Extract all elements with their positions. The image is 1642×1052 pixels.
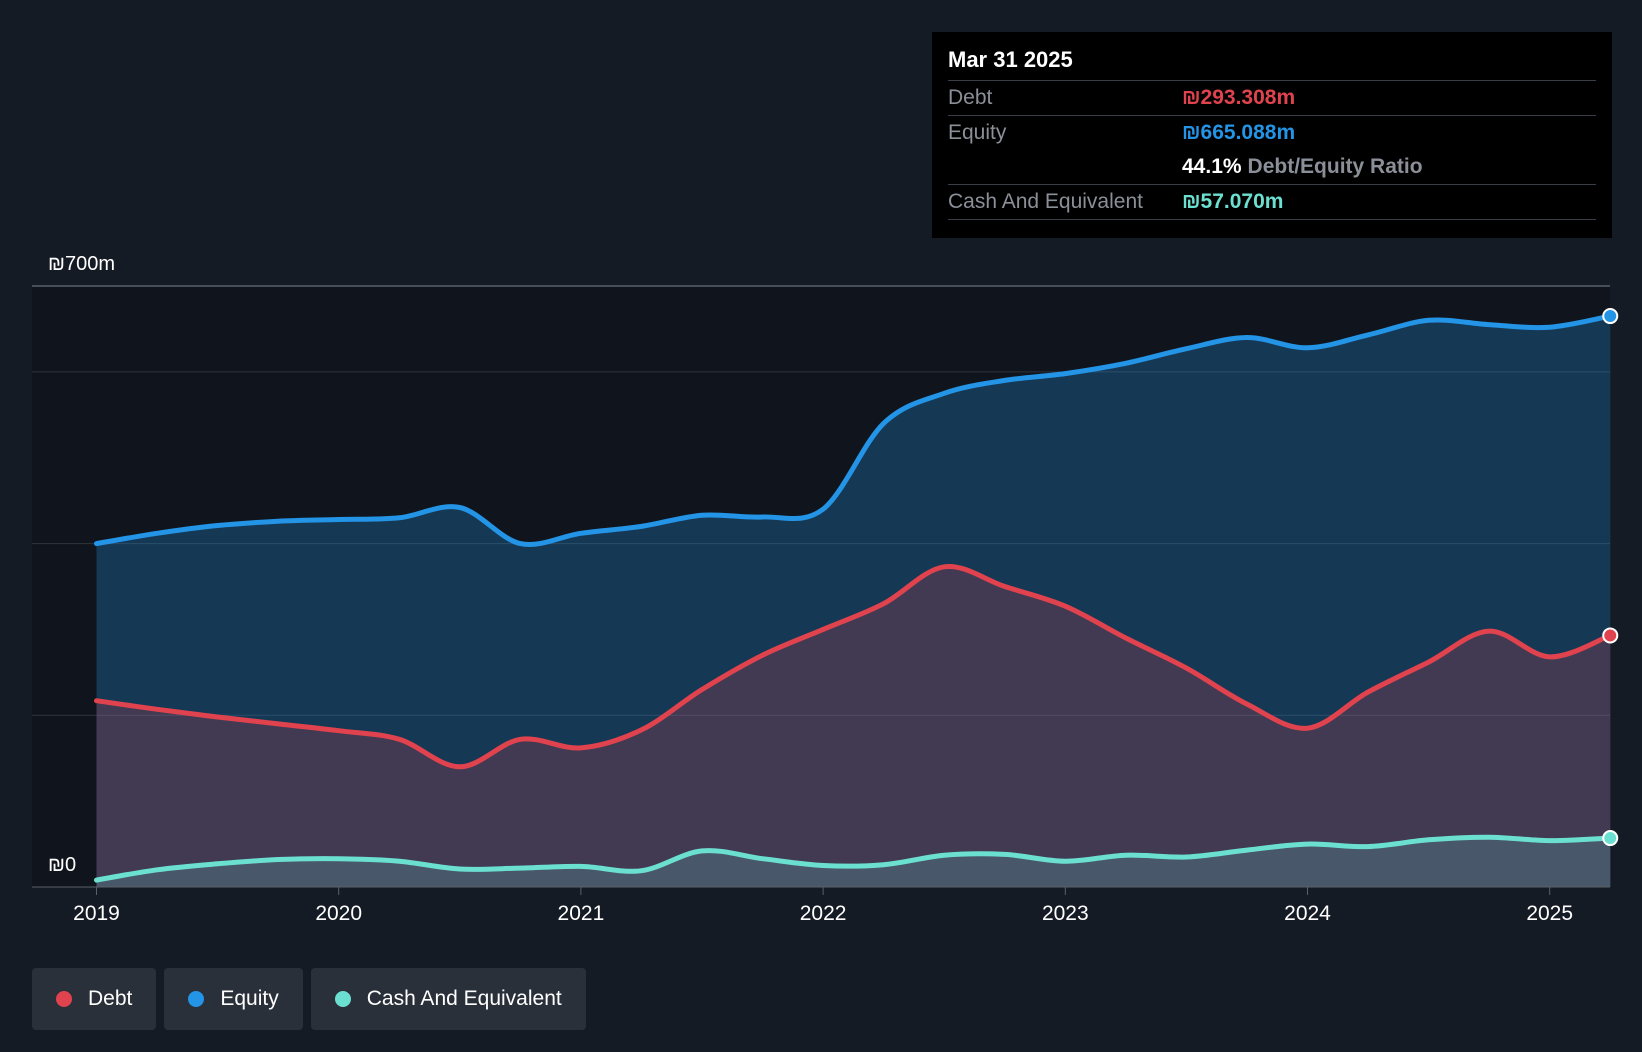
tooltip-equity-value: ₪665.088m [1182,121,1296,144]
legend-item-equity[interactable]: Equity [164,968,303,1030]
equity-dot-icon [188,991,205,1007]
debt-line [94,563,1613,770]
equity-line [94,313,1613,547]
cash-dot-icon [334,991,351,1007]
y-axis-top-label: ₪700m [48,253,115,275]
tooltip-date: Mar 31 2025 [948,46,1596,81]
tooltip-ratio-row: 44.1% Debt/Equity Ratio [948,150,1596,185]
chart-legend: Debt Equity Cash And Equivalent [32,968,586,1030]
tooltip-cash-row: Cash And Equivalent ₪57.070m [948,185,1596,220]
tooltip-debt-value: ₪293.308m [1182,86,1296,109]
x-tick-label: 2022 [800,902,847,925]
tooltip-cash-label: Cash And Equivalent [948,190,1143,213]
debt-end-marker [1602,627,1619,644]
legend-item-debt[interactable]: Debt [32,968,157,1030]
tooltip-cash-value: ₪57.070m [1182,190,1284,213]
equity-end-marker [1602,308,1619,325]
legend-cash-label: Cash And Equivalent [366,987,562,1010]
tooltip-panel: Mar 31 2025 Debt ₪293.308m Equity ₪665.0… [932,32,1612,238]
legend-equity-label: Equity [220,987,279,1010]
cash-and-equivalent-line [94,834,1613,883]
cash-and-equivalent-area [96,837,1611,887]
x-tick-label: 2021 [558,902,605,925]
debt-dot-icon [56,991,72,1007]
tooltip-ratio-value: 44.1% [1182,155,1242,178]
legend-debt-label: Debt [88,987,133,1010]
cash-and-equivalent-end-marker [1602,830,1619,847]
tooltip-debt-label: Debt [948,86,993,109]
debt-area [96,566,1611,887]
tooltip-debt-row: Debt ₪293.308m [948,81,1596,116]
x-tick-label: 2020 [315,902,362,925]
x-tick-label: 2025 [1526,902,1573,925]
equity-area [96,316,1611,888]
tooltip-equity-row: Equity ₪665.088m [948,116,1596,150]
plot-highlight-region [32,286,1610,887]
tooltip-ratio-label: Debt/Equity Ratio [1247,155,1423,178]
x-tick-label: 2024 [1284,902,1331,925]
x-tick-label: 2019 [73,902,120,925]
tooltip-equity-label: Equity [948,121,1007,144]
y-axis-zero-label: ₪0 [48,854,76,876]
legend-item-cash[interactable]: Cash And Equivalent [310,968,586,1030]
x-tick-label: 2023 [1042,902,1089,925]
